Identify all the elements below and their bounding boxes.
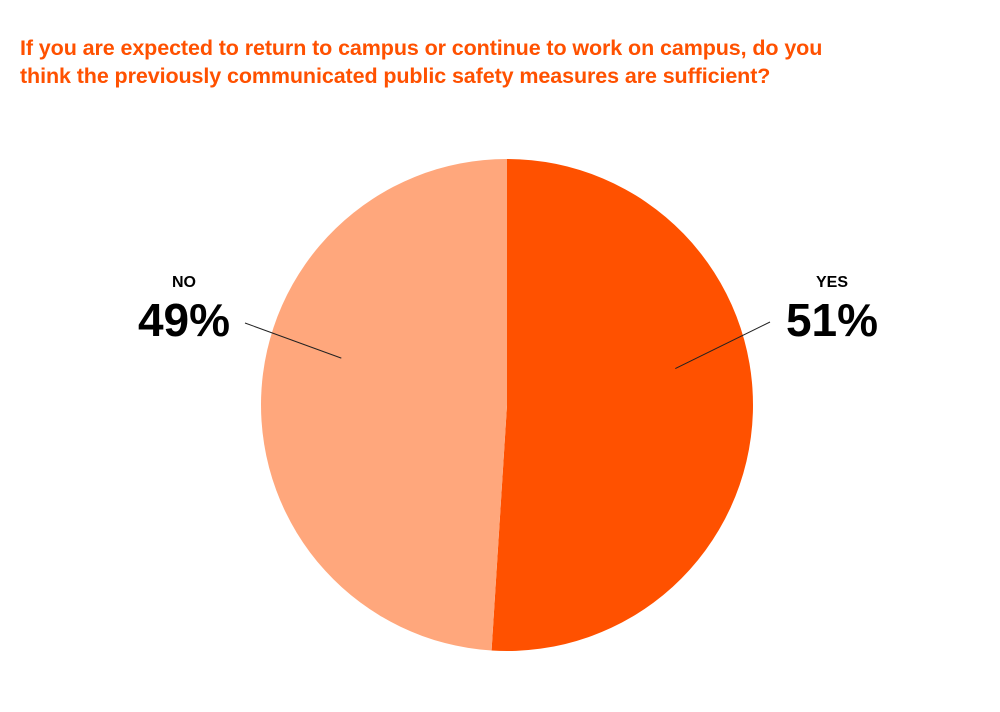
chart-title: If you are expected to return to campus … <box>20 34 980 90</box>
pie-slice-no <box>261 159 507 651</box>
chart-title-line-2: think the previously communicated public… <box>20 64 771 88</box>
slice-label-yes: YES <box>816 274 848 291</box>
pie-slices <box>261 158 754 651</box>
pie-slice-yes <box>491 158 754 651</box>
chart-title-line-1: If you are expected to return to campus … <box>20 36 823 60</box>
slice-value-yes: 51% <box>786 294 878 346</box>
leader-line-yes <box>675 321 771 370</box>
slice-label-no: NO <box>172 274 196 291</box>
slice-value-no: 49% <box>138 294 230 346</box>
leader-line-no <box>244 322 342 359</box>
leader-lines <box>244 321 771 370</box>
